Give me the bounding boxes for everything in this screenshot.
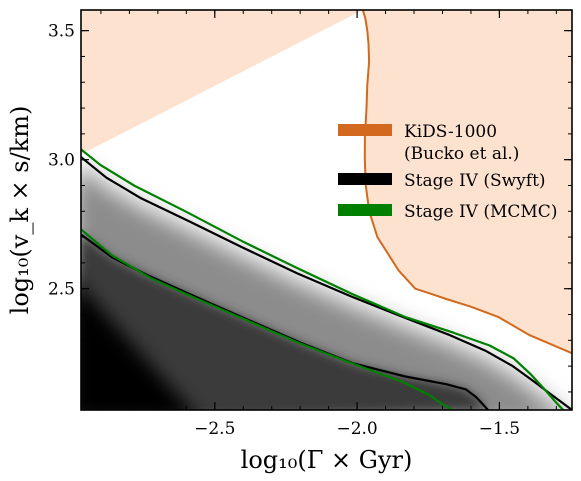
- legend-label: Stage IV (Swyft): [404, 171, 546, 191]
- legend-swatch: [338, 204, 392, 216]
- y-tick-label: 3.0: [48, 151, 75, 171]
- density-core: [81, 234, 488, 410]
- x-tick-label: −2.0: [336, 419, 377, 439]
- legend-label: (Bucko et al.): [404, 144, 519, 164]
- plot-frame: [80, 9, 573, 411]
- kids-1000-filled-region: [81, 10, 572, 354]
- mcmc-contour-lower-line: [81, 228, 454, 410]
- legend-swatch: [338, 124, 392, 136]
- x-tick-label: −1.5: [479, 419, 520, 439]
- y-tick-label: 2.5: [48, 280, 75, 300]
- legend-swatch: [338, 173, 392, 185]
- y-tick-label: 3.5: [48, 22, 75, 42]
- x-axis-label: log₁₀(Γ × Gyr): [241, 446, 413, 474]
- legend-label: Stage IV (MCMC): [404, 202, 557, 222]
- x-tick-label: −2.5: [194, 419, 235, 439]
- density-peak: [81, 286, 192, 410]
- y-axis-label: log₁₀(v_k × s/km): [6, 106, 34, 315]
- legend-label: KiDS-1000: [404, 122, 497, 142]
- mcmc-contour-upper-line: [81, 148, 565, 410]
